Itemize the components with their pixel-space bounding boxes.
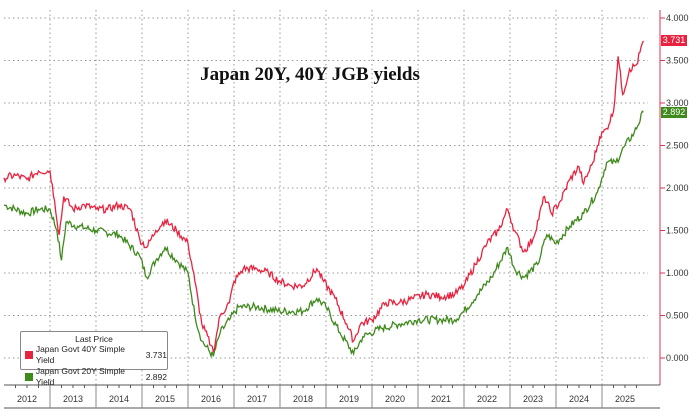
y-tick-label: 0.500 [666, 311, 689, 321]
x-tick-label: 2018 [293, 394, 313, 404]
x-tick-label: 2016 [201, 394, 221, 404]
y-tick-label: 4.000 [666, 13, 689, 23]
y-tick-label: 1.000 [666, 268, 689, 278]
legend-item-40y: Japan Govt 40Y Simple Yield 3.731 [21, 344, 167, 366]
y-tick-label: 3.000 [666, 98, 689, 108]
legend-label-40y: Japan Govt 40Y Simple Yield [35, 344, 125, 365]
x-tick-label: 2014 [109, 394, 129, 404]
y-tick-label: 3.500 [666, 56, 689, 66]
x-tick-label: 2012 [17, 394, 37, 404]
series-line-40y [3, 40, 644, 354]
last-value-badge-20y: 2.892 [661, 106, 687, 118]
x-tick-label: 2024 [569, 394, 589, 404]
last-value-badge-40y: 3.731 [661, 35, 687, 47]
legend-label-20y: Japan Govt 20Y Simple Yield [35, 366, 125, 387]
x-tick-label: 2022 [477, 394, 497, 404]
legend-swatch-40y [25, 351, 33, 359]
x-tick-label: 2025 [615, 394, 635, 404]
legend-item-20y: Japan Govt 20Y Simple Yield 2.892 [21, 366, 167, 388]
series-line-20y [3, 110, 644, 359]
x-tick-label: 2017 [247, 394, 267, 404]
legend-title: Last Price [75, 334, 113, 344]
legend-value-40y: 3.731 [145, 349, 167, 360]
chart-title: Japan 20Y, 40Y JGB yields [200, 64, 420, 85]
y-tick-label: 0.000 [666, 353, 689, 363]
y-tick-label: 2.500 [666, 141, 689, 151]
y-tick-label: 1.500 [666, 226, 689, 236]
x-tick-label: 2019 [339, 394, 359, 404]
legend: Last Price Japan Govt 40Y Simple Yield 3… [20, 331, 168, 387]
x-tick-label: 2015 [155, 394, 175, 404]
x-tick-label: 2013 [63, 394, 83, 404]
x-tick-label: 2023 [523, 394, 543, 404]
x-tick-label: 2020 [385, 394, 405, 404]
x-tick-label: 2021 [431, 394, 451, 404]
legend-swatch-20y [25, 373, 33, 381]
y-tick-label: 2.000 [666, 183, 689, 193]
legend-value-20y: 2.892 [145, 371, 167, 382]
